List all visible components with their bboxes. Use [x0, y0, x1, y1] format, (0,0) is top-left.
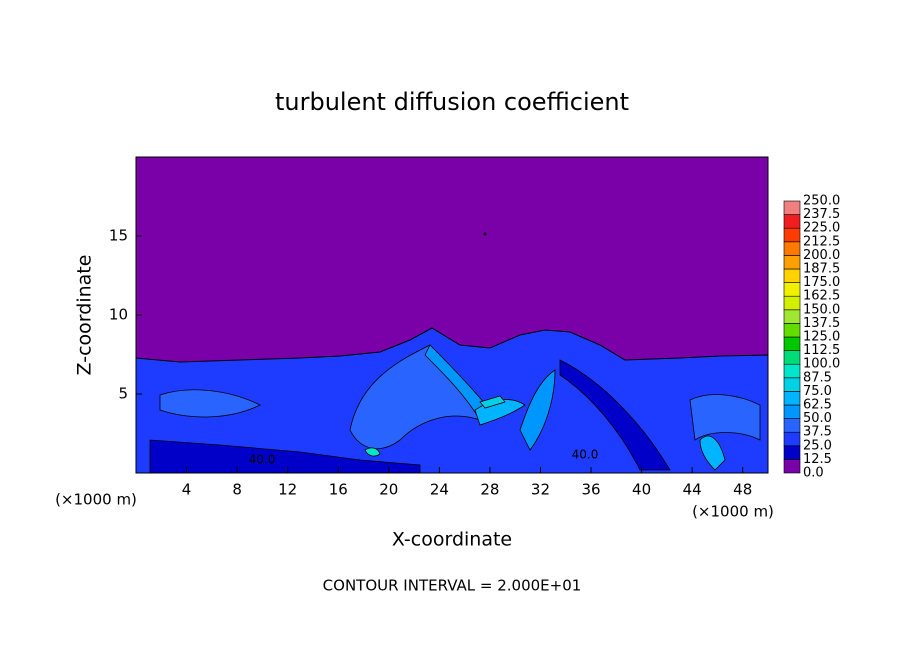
- colorbar-label: 200.0: [803, 248, 840, 263]
- contour-label: 40.0: [249, 453, 276, 467]
- colorbar-label: 150.0: [803, 302, 840, 317]
- x-unit: (×1000 m): [55, 491, 137, 509]
- field-region: [479, 395, 506, 409]
- x-tick-label: 16: [329, 481, 348, 499]
- colorbar-box: [783, 227, 801, 243]
- x-tick-label: 48: [733, 481, 752, 499]
- x-tick-label: 24: [430, 481, 449, 499]
- colorbar-label: 25.0: [803, 438, 832, 453]
- x-tick-label: 40: [632, 481, 651, 499]
- colorbar-label: 250.0: [803, 194, 840, 209]
- colorbar-label: 62.5: [803, 398, 832, 413]
- x-tick-label: 8: [232, 481, 242, 499]
- colorbar-label: 187.5: [803, 262, 840, 277]
- colorbar-label: 100.0: [803, 357, 840, 372]
- x-axis-label: X-coordinate: [392, 529, 512, 551]
- x-tick-label: 4: [182, 481, 192, 499]
- y-tick-label: 5: [118, 385, 128, 403]
- colorbar-box: [783, 404, 801, 419]
- field-region: [149, 439, 421, 474]
- field-spot: [483, 232, 487, 236]
- colorbar-label: 125.0: [803, 330, 840, 345]
- colorbar-box: [783, 323, 801, 338]
- colorbar-label: 162.5: [803, 289, 840, 304]
- x-tick-label: 36: [581, 481, 600, 499]
- contour-label: 40.0: [572, 448, 599, 462]
- colorbar-label: 75.0: [803, 384, 832, 399]
- colorbar-label: 212.5: [803, 234, 840, 249]
- colorbar-box: [783, 431, 801, 447]
- y-tick-label: 15: [109, 227, 128, 245]
- colorbar-label: 37.5: [803, 425, 832, 440]
- colorbar-box: [783, 459, 801, 474]
- colorbar-label: 12.5: [803, 452, 832, 467]
- colorbar-label: 112.5: [803, 343, 840, 358]
- x-unit: (×1000 m): [692, 503, 774, 521]
- x-tick-label: 44: [683, 481, 702, 499]
- colorbar-box: [783, 241, 801, 256]
- colorbar-label: 175.0: [803, 275, 840, 290]
- colorbar-box: [783, 200, 801, 215]
- footer: CONTOUR INTERVAL = 2.000E+01: [323, 577, 582, 595]
- colorbar-box: [783, 363, 801, 379]
- field-region: [559, 359, 671, 471]
- colorbar-label: 225.0: [803, 221, 840, 236]
- colorbar-label: 237.5: [803, 207, 840, 222]
- field-region: [699, 435, 726, 471]
- colorbar-label: 137.5: [803, 316, 840, 331]
- colorbar-box: [783, 255, 801, 270]
- x-tick-label: 28: [480, 481, 499, 499]
- x-tick-label: 12: [278, 481, 297, 499]
- colorbar-label: 0.0: [803, 466, 824, 481]
- colorbar-box: [783, 377, 801, 392]
- colorbar-box: [783, 214, 801, 229]
- field: 40.0 40.0: [135, 157, 769, 474]
- field-region: [159, 389, 261, 418]
- x-tick-label: 32: [531, 481, 550, 499]
- colorbar-box: [783, 268, 801, 283]
- y-tick-label: 10: [109, 306, 128, 324]
- colorbar-box: [783, 336, 801, 351]
- field-region: [364, 447, 381, 457]
- colorbar-label: 50.0: [803, 411, 832, 426]
- colorbar-box: [783, 282, 801, 297]
- colorbar-box: [783, 391, 801, 406]
- colorbar-box: [783, 418, 801, 433]
- colorbar-box: [783, 350, 801, 365]
- x-tick-label: 20: [379, 481, 398, 499]
- colorbar-box: [783, 445, 801, 460]
- y-axis-label: Z-coordinate: [74, 255, 96, 376]
- colorbar-label: 87.5: [803, 370, 832, 385]
- field-region: [519, 369, 556, 451]
- chart-title: turbulent diffusion coefficient: [275, 88, 629, 116]
- field-region: [689, 394, 761, 441]
- colorbar-box: [783, 295, 801, 311]
- colorbar-box: [783, 309, 801, 324]
